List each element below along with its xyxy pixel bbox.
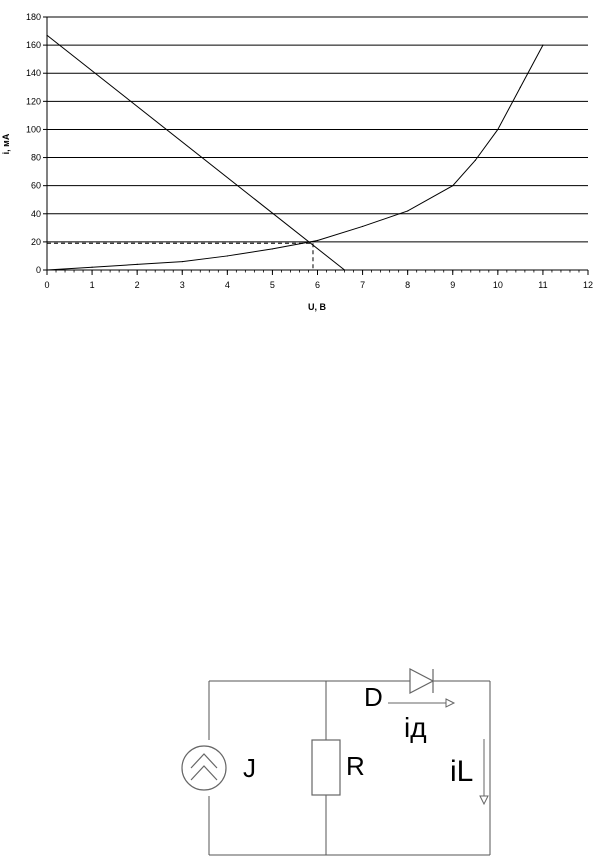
series-point-diode-characteristic bbox=[497, 128, 499, 131]
load-current-label: iL bbox=[450, 755, 473, 788]
diode-current-arrow bbox=[388, 698, 456, 708]
x-tick-label-10: 10 bbox=[493, 280, 503, 290]
grid-lines bbox=[47, 16, 588, 243]
series-line-diode-characteristic bbox=[46, 44, 544, 271]
series-group bbox=[46, 34, 544, 271]
resistor-label: R bbox=[346, 751, 365, 781]
resistor-symbol bbox=[311, 739, 341, 796]
load-current-arrow bbox=[479, 739, 489, 806]
series-point-diode-characteristic bbox=[519, 86, 521, 88]
series-point-load-line bbox=[46, 34, 48, 36]
y-tick-label-0: 0 bbox=[36, 265, 41, 275]
y-tick-label-180: 180 bbox=[26, 12, 41, 22]
x-tick-labels: 0 1 2 3 4 5 6 7 8 9 10 11 12 bbox=[44, 280, 593, 290]
series-point-diode-characteristic bbox=[452, 185, 454, 187]
y-tick-label-140: 140 bbox=[26, 68, 41, 78]
series-point-diode-characteristic bbox=[136, 263, 138, 265]
x-tick-label-7: 7 bbox=[360, 280, 365, 290]
chart: 0 1 2 3 4 5 6 7 8 9 10 11 12 02040608010012014016018… bbox=[1, 12, 593, 312]
x-tick-label-3: 3 bbox=[180, 280, 185, 290]
diode-label: D bbox=[364, 682, 383, 712]
series-point-diode-characteristic bbox=[226, 255, 228, 257]
series-point-diode-characteristic bbox=[474, 159, 476, 161]
x-tick-label-2: 2 bbox=[135, 280, 140, 290]
series-point-diode-characteristic bbox=[271, 248, 274, 250]
y-tick-label-100: 100 bbox=[26, 124, 41, 134]
series-point-diode-characteristic bbox=[316, 239, 319, 242]
x-tick-label-4: 4 bbox=[225, 280, 230, 290]
y-tick-label-160: 160 bbox=[26, 40, 41, 50]
x-tick-label-6: 6 bbox=[315, 280, 320, 290]
diode-symbol bbox=[409, 668, 435, 694]
source-label: J bbox=[243, 753, 256, 783]
series-line-load-line bbox=[46, 34, 345, 271]
x-tick-label-5: 5 bbox=[270, 280, 275, 290]
y-tick-label-80: 80 bbox=[31, 153, 41, 163]
y-tick-label-40: 40 bbox=[31, 209, 41, 219]
series-point-diode-characteristic bbox=[46, 269, 48, 271]
axes bbox=[43, 16, 589, 275]
x-tick-label-8: 8 bbox=[405, 280, 410, 290]
y-tick-labels: 0 20 40 60 80 100 120 140 160 180 bbox=[26, 12, 41, 275]
wires bbox=[208, 680, 491, 856]
y-tick-label-120: 120 bbox=[26, 96, 41, 106]
series-point-diode-characteristic bbox=[91, 266, 93, 268]
x-tick-label-9: 9 bbox=[450, 280, 455, 290]
series-point-diode-characteristic bbox=[181, 260, 183, 263]
diode-current-label: iд bbox=[404, 712, 427, 743]
y-axis-label: i, мА bbox=[1, 133, 11, 154]
circuit-diagram: J R D iд iL bbox=[181, 668, 491, 856]
x-axis-label: U, B bbox=[308, 302, 327, 312]
series-point-diode-characteristic bbox=[361, 225, 364, 228]
series-point-load-line bbox=[343, 269, 346, 271]
y-tick-label-60: 60 bbox=[31, 181, 41, 191]
x-tick-label-1: 1 bbox=[90, 280, 95, 290]
series-point-diode-characteristic bbox=[407, 210, 409, 212]
y-tick-label-20: 20 bbox=[31, 237, 41, 247]
x-tick-label-0: 0 bbox=[44, 280, 49, 290]
x-tick-label-12: 12 bbox=[583, 280, 593, 290]
x-tick-label-11: 11 bbox=[538, 280, 547, 290]
current-source-symbol bbox=[181, 745, 227, 791]
series-point-diode-characteristic bbox=[542, 44, 544, 46]
